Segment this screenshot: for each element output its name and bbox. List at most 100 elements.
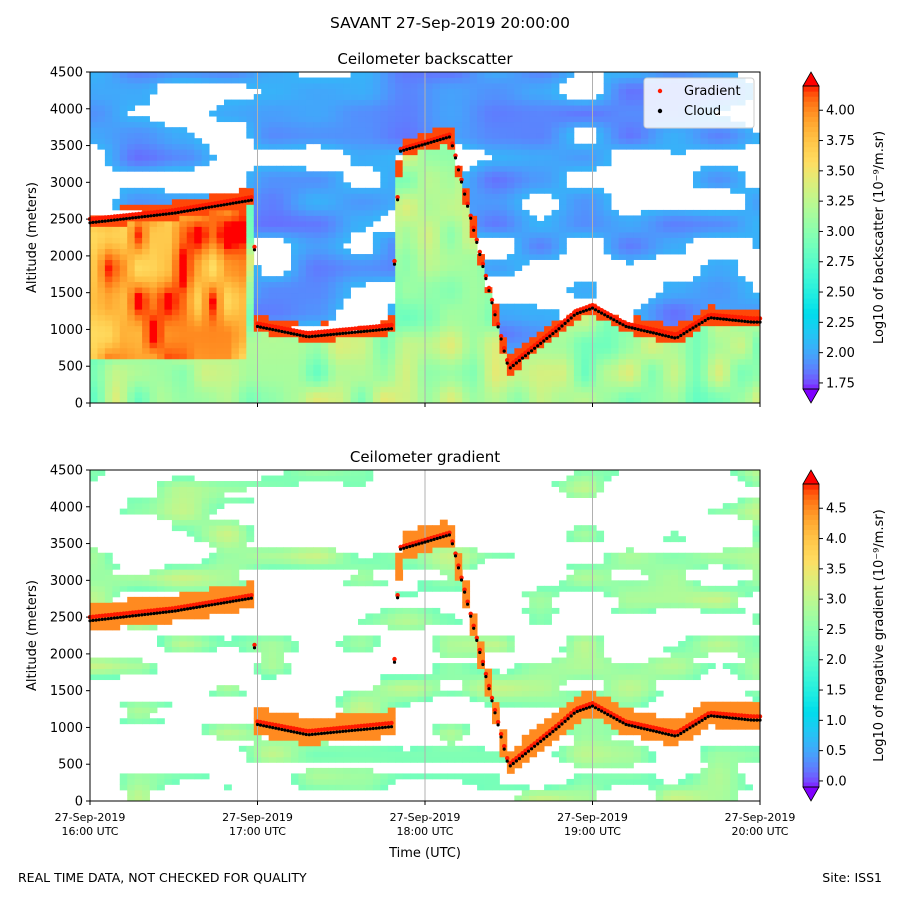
data-point bbox=[478, 650, 482, 655]
data-point bbox=[514, 361, 519, 365]
data-point bbox=[447, 132, 452, 137]
data-point bbox=[472, 228, 476, 232]
data-point bbox=[489, 297, 495, 303]
data-point bbox=[520, 754, 525, 758]
data-point bbox=[289, 331, 293, 335]
data-point bbox=[484, 675, 488, 679]
data-point bbox=[471, 623, 476, 628]
data-point bbox=[633, 725, 637, 729]
data-point bbox=[459, 177, 464, 182]
data-point bbox=[225, 600, 229, 604]
data-point bbox=[347, 729, 351, 733]
data-point bbox=[262, 326, 266, 330]
data-point bbox=[727, 318, 732, 322]
data-point bbox=[173, 609, 177, 613]
data-point bbox=[408, 146, 412, 151]
data-point bbox=[566, 717, 570, 721]
data-point bbox=[715, 316, 720, 321]
data-point bbox=[444, 136, 448, 140]
data-point bbox=[545, 734, 549, 739]
data-point bbox=[487, 289, 491, 293]
data-point bbox=[562, 318, 568, 323]
data-point bbox=[636, 725, 640, 730]
data-point bbox=[155, 611, 159, 615]
data-point bbox=[231, 599, 235, 603]
data-point bbox=[182, 209, 186, 213]
data-point bbox=[456, 566, 461, 570]
data-point bbox=[541, 335, 546, 341]
data-point bbox=[532, 741, 537, 746]
data-point bbox=[508, 764, 512, 768]
data-point bbox=[505, 759, 509, 763]
data-point bbox=[319, 333, 324, 338]
gradient-series bbox=[87, 132, 763, 368]
x-tick-date-label: 27-Sep-2019 bbox=[557, 811, 628, 824]
data-point bbox=[341, 331, 345, 335]
data-point bbox=[319, 731, 324, 736]
data-point bbox=[456, 563, 461, 568]
y-tick-label: 3500 bbox=[50, 537, 83, 552]
data-point bbox=[362, 727, 366, 732]
data-point bbox=[283, 330, 287, 334]
data-point bbox=[146, 214, 150, 218]
data-point bbox=[590, 306, 595, 310]
data-point bbox=[664, 732, 668, 736]
data-point bbox=[542, 339, 546, 343]
colorbar: 1.75 2.00 2.25 2.50 2.75 3.00 3.25 3.50 3.75 4.00… bbox=[802, 71, 887, 404]
data-point bbox=[329, 333, 333, 337]
data-point bbox=[243, 199, 247, 203]
data-point bbox=[633, 327, 637, 331]
data-point bbox=[225, 202, 229, 206]
data-point bbox=[423, 142, 427, 146]
data-point bbox=[389, 327, 394, 331]
x-axis-label: Time (UTC) bbox=[388, 846, 461, 861]
data-point bbox=[137, 215, 141, 219]
data-point bbox=[313, 334, 317, 338]
data-point bbox=[450, 542, 454, 546]
legend-marker bbox=[657, 108, 663, 114]
data-point bbox=[673, 336, 677, 340]
data-point bbox=[529, 743, 534, 748]
data-point bbox=[280, 727, 284, 732]
data-point bbox=[746, 320, 750, 324]
data-point bbox=[332, 332, 336, 336]
data-point bbox=[395, 195, 400, 200]
data-point bbox=[377, 726, 381, 730]
data-point bbox=[362, 329, 366, 333]
data-point bbox=[566, 319, 570, 323]
legend: Gradient Cloud bbox=[643, 77, 755, 129]
data-point bbox=[724, 715, 729, 720]
data-point bbox=[298, 731, 302, 735]
data-point bbox=[743, 319, 747, 323]
data-point bbox=[498, 333, 504, 339]
data-point bbox=[694, 722, 698, 726]
data-point bbox=[392, 258, 397, 264]
data-point bbox=[721, 317, 726, 321]
data-point bbox=[734, 716, 738, 721]
data-point bbox=[322, 333, 327, 337]
data-point bbox=[554, 727, 558, 731]
data-point bbox=[679, 731, 683, 736]
data-point bbox=[645, 727, 649, 732]
data-point bbox=[642, 727, 646, 731]
data-point bbox=[606, 314, 610, 319]
data-point bbox=[185, 209, 190, 213]
data-point bbox=[444, 534, 448, 538]
data-point bbox=[374, 726, 378, 730]
data-point bbox=[322, 731, 327, 735]
y-tick-label: 1000 bbox=[50, 721, 83, 736]
data-point bbox=[201, 206, 205, 210]
legend-marker bbox=[657, 88, 663, 94]
data-point bbox=[751, 714, 757, 719]
data-point bbox=[492, 309, 498, 315]
data-point bbox=[185, 607, 190, 611]
data-point bbox=[709, 316, 713, 320]
data-point bbox=[469, 614, 473, 618]
data-point bbox=[484, 277, 488, 281]
data-point bbox=[575, 709, 579, 714]
data-point bbox=[755, 320, 759, 324]
data-point bbox=[703, 318, 707, 323]
data-point bbox=[703, 716, 707, 721]
colorbar-tick-label: 2.75 bbox=[826, 255, 855, 270]
data-point bbox=[399, 547, 403, 551]
